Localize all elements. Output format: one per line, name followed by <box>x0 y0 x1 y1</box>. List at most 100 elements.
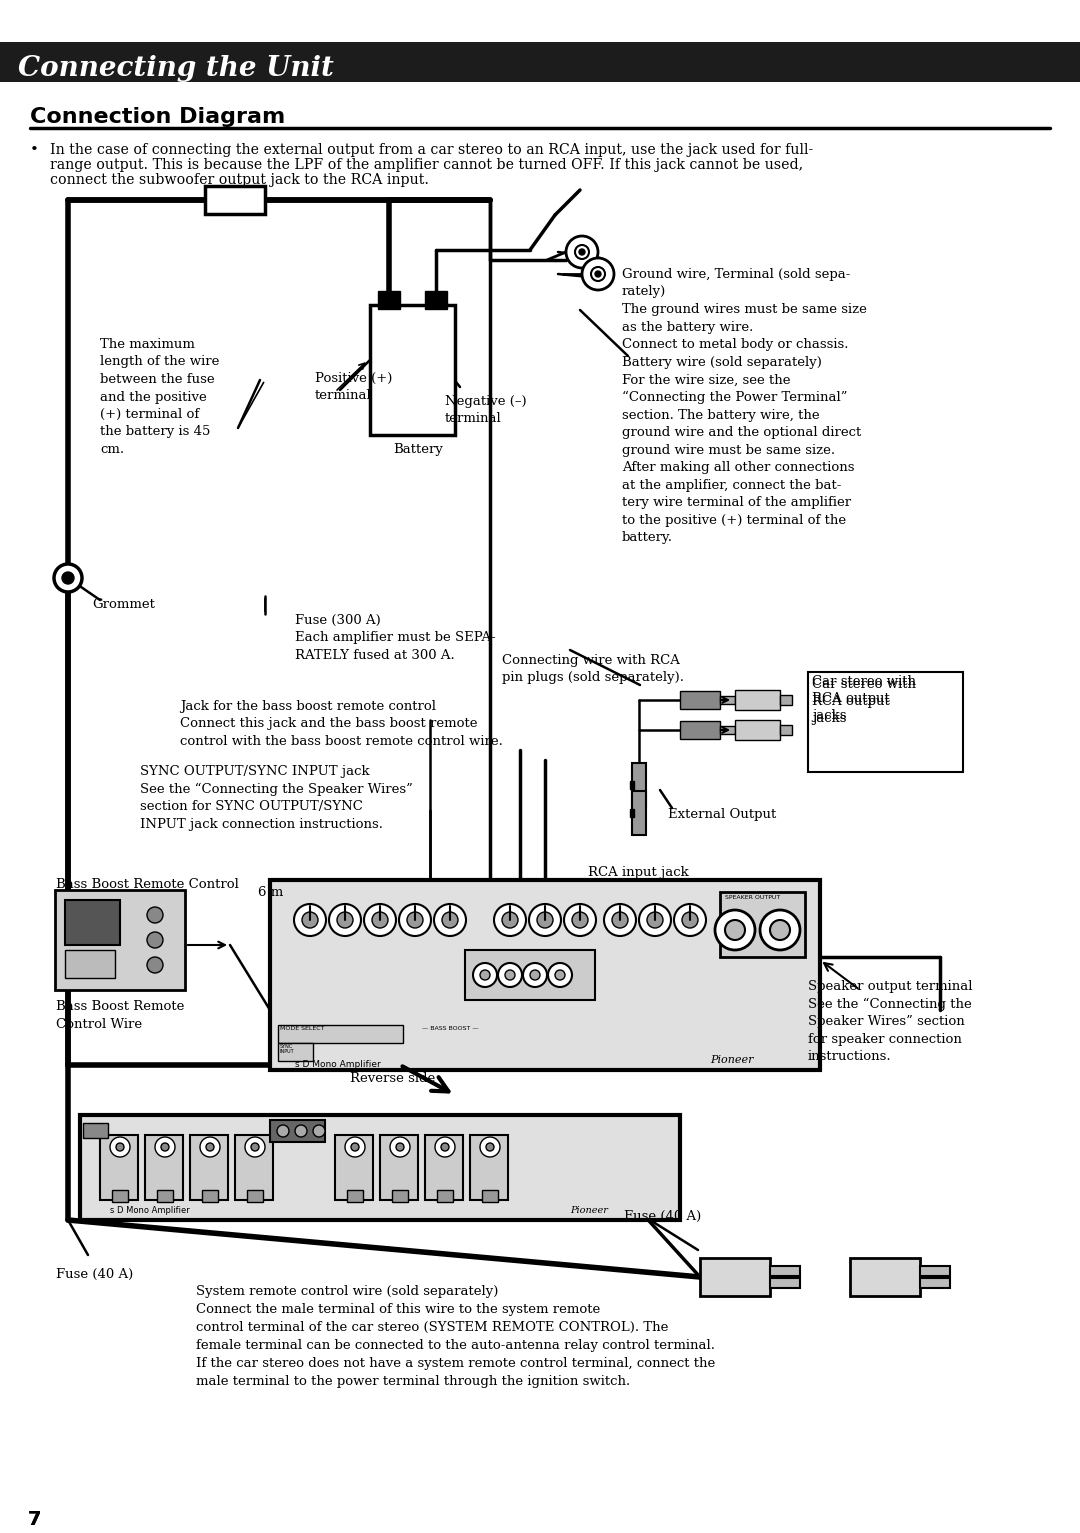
Bar <box>426 291 447 310</box>
Circle shape <box>647 912 663 927</box>
Circle shape <box>681 912 698 927</box>
Circle shape <box>486 1144 494 1151</box>
Bar <box>482 1190 498 1202</box>
Text: Grommet: Grommet <box>92 598 154 612</box>
Bar <box>270 1121 325 1142</box>
Text: s D Mono Amplifier: s D Mono Amplifier <box>295 1059 381 1069</box>
Text: Battery wire (sold separately)
For the wire size, see the
“Connecting the Power : Battery wire (sold separately) For the w… <box>622 356 861 544</box>
Text: Car stereo with
RCA output
jacks: Car stereo with RCA output jacks <box>812 678 916 725</box>
Bar <box>808 671 963 773</box>
Text: 7: 7 <box>28 1510 41 1528</box>
Circle shape <box>147 932 163 947</box>
Circle shape <box>523 963 546 987</box>
Circle shape <box>399 904 431 937</box>
Bar <box>0 41 1080 81</box>
Text: 6 m: 6 m <box>258 886 283 898</box>
Circle shape <box>390 1137 410 1157</box>
Circle shape <box>505 970 515 980</box>
Circle shape <box>575 245 589 259</box>
Circle shape <box>604 904 636 937</box>
Circle shape <box>564 904 596 937</box>
Bar <box>630 809 634 817</box>
Circle shape <box>62 572 75 584</box>
Bar <box>65 900 120 944</box>
Text: System remote control wire (sold separately)
Connect the male terminal of this w: System remote control wire (sold separat… <box>195 1285 715 1387</box>
Circle shape <box>313 1125 325 1137</box>
Bar <box>18 1499 68 1533</box>
Bar <box>735 721 780 740</box>
Text: Connecting wire with RCA
pin plugs (sold separately).: Connecting wire with RCA pin plugs (sold… <box>502 655 684 684</box>
Bar <box>720 727 735 734</box>
Circle shape <box>595 271 600 277</box>
Circle shape <box>200 1137 220 1157</box>
Text: Jack for the bass boost remote control
Connect this jack and the bass boost remo: Jack for the bass boost remote control C… <box>180 701 503 748</box>
Bar <box>202 1190 218 1202</box>
Circle shape <box>156 1137 175 1157</box>
Text: Bass Boost Remote
Control Wire: Bass Boost Remote Control Wire <box>56 1000 185 1030</box>
Circle shape <box>434 904 465 937</box>
Bar <box>920 1266 950 1275</box>
Circle shape <box>674 904 706 937</box>
Bar <box>65 950 114 978</box>
Bar <box>335 1134 373 1200</box>
Circle shape <box>147 908 163 923</box>
Bar <box>190 1134 228 1200</box>
Circle shape <box>572 912 588 927</box>
Bar <box>235 1134 273 1200</box>
Bar <box>770 1266 800 1275</box>
Text: — BASS BOOST —: — BASS BOOST — <box>421 1026 478 1032</box>
Circle shape <box>760 911 800 950</box>
Circle shape <box>302 912 318 927</box>
Circle shape <box>396 1144 404 1151</box>
Circle shape <box>582 258 615 290</box>
Circle shape <box>407 912 423 927</box>
Text: Pioneer: Pioneer <box>710 1055 754 1065</box>
Text: Pioneer: Pioneer <box>570 1206 608 1216</box>
Text: Reverse side: Reverse side <box>350 1072 435 1085</box>
Circle shape <box>480 970 490 980</box>
Text: 7: 7 <box>28 1510 41 1528</box>
Bar <box>700 1259 770 1295</box>
Text: s D Mono Amplifier: s D Mono Amplifier <box>110 1206 190 1216</box>
Bar <box>470 1134 508 1200</box>
Circle shape <box>612 912 627 927</box>
Text: Ground wire, Terminal (sold sepa-
rately)
The ground wires must be same size
as : Ground wire, Terminal (sold sepa- rately… <box>622 268 867 351</box>
Circle shape <box>441 1144 449 1151</box>
Bar <box>157 1190 173 1202</box>
Circle shape <box>147 957 163 973</box>
Circle shape <box>364 904 396 937</box>
Circle shape <box>498 963 522 987</box>
Text: The maximum
length of the wire
between the fuse
and the positive
(+) terminal of: The maximum length of the wire between t… <box>100 337 219 455</box>
Circle shape <box>276 1125 289 1137</box>
Text: RCA input jack: RCA input jack <box>588 866 689 878</box>
Bar <box>780 694 792 705</box>
Circle shape <box>351 1144 359 1151</box>
Circle shape <box>548 963 572 987</box>
Circle shape <box>251 1144 259 1151</box>
Circle shape <box>502 912 518 927</box>
Circle shape <box>116 1144 124 1151</box>
Bar <box>630 780 634 789</box>
Bar <box>920 1279 950 1288</box>
Text: Battery: Battery <box>393 443 443 455</box>
Circle shape <box>566 236 598 268</box>
Bar <box>378 291 400 310</box>
Bar <box>80 1114 680 1220</box>
Circle shape <box>442 912 458 927</box>
Bar <box>735 690 780 710</box>
Circle shape <box>555 970 565 980</box>
Bar <box>83 1124 108 1137</box>
Circle shape <box>329 904 361 937</box>
Circle shape <box>530 970 540 980</box>
Bar <box>270 880 820 1070</box>
Circle shape <box>337 912 353 927</box>
Bar <box>426 1134 463 1200</box>
Circle shape <box>345 1137 365 1157</box>
Circle shape <box>494 904 526 937</box>
Bar <box>347 1190 363 1202</box>
Bar <box>850 1259 920 1295</box>
Bar <box>720 696 735 704</box>
Text: External Output: External Output <box>669 808 777 822</box>
Text: Fuse (300 A)
Each amplifier must be SEPA-
RATELY fused at 300 A.: Fuse (300 A) Each amplifier must be SEPA… <box>295 615 496 662</box>
Circle shape <box>54 564 82 592</box>
